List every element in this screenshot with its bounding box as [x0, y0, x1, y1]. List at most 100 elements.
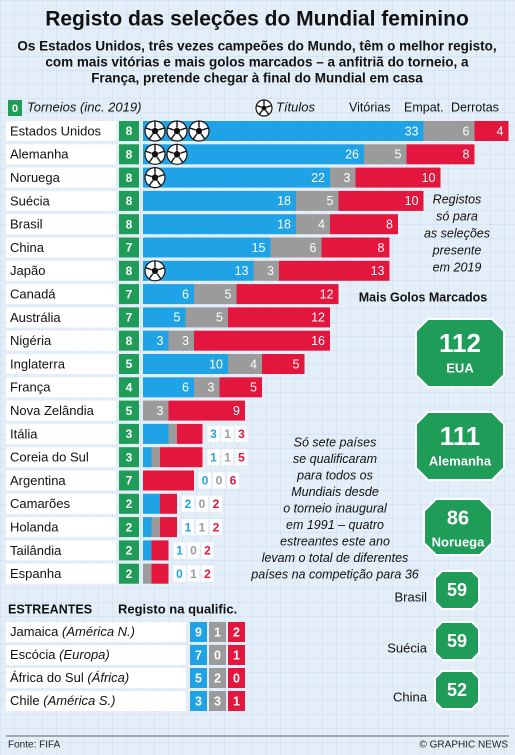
- bar-segment: [143, 214, 296, 235]
- value-label: 0: [176, 567, 183, 581]
- title-ball: [255, 99, 273, 117]
- debutant-label: África do Sul (África): [10, 670, 129, 685]
- bar-segment: [364, 144, 407, 165]
- record-value: 2: [233, 625, 240, 639]
- ball-seam: [202, 127, 209, 131]
- bar-segment: [151, 517, 160, 538]
- tournament-box: [119, 190, 139, 211]
- ball-seam: [266, 104, 272, 108]
- record-box: [190, 691, 207, 711]
- tournament-count: 7: [126, 287, 133, 301]
- value-label-box: [196, 519, 208, 536]
- record-box: [228, 622, 245, 642]
- bar-segment: [143, 144, 364, 165]
- value-label: 6: [182, 381, 189, 395]
- country-label: Espanha: [10, 566, 62, 581]
- bar-segment: [270, 237, 322, 258]
- ball-seam: [178, 133, 184, 140]
- country-label: Inglaterra: [10, 356, 66, 371]
- debutant-region: (África): [87, 670, 129, 685]
- record-value: 0: [233, 671, 240, 685]
- value-label: 6: [310, 241, 317, 255]
- record-box: [190, 622, 207, 642]
- legend-entry: Empat.: [404, 100, 444, 114]
- value-label: 4: [318, 217, 325, 231]
- ball-seam: [148, 156, 154, 163]
- ball-seam: [156, 133, 162, 140]
- title-ball: [144, 167, 166, 189]
- title-ball: [144, 260, 166, 282]
- tournament-box: [119, 330, 139, 351]
- ball-seam: [167, 127, 174, 131]
- tournament-box: [119, 540, 139, 561]
- title-ball: [144, 120, 166, 142]
- value-label: 1: [185, 520, 192, 534]
- ball-seam: [158, 267, 165, 271]
- ball-patch: [261, 105, 267, 111]
- tournament-count: 8: [126, 124, 133, 138]
- bar-segment: [194, 284, 237, 305]
- bar-segment: [236, 284, 339, 305]
- value-label: 8: [386, 217, 393, 231]
- tournament-count: 8: [126, 147, 133, 161]
- value-label: 4: [497, 124, 504, 138]
- bar-segment: [143, 190, 296, 211]
- country-label: Itália: [10, 426, 38, 441]
- value-label-box: [199, 472, 211, 489]
- bar-segment: [194, 330, 330, 351]
- country-box: [6, 377, 116, 398]
- ball-seam: [145, 150, 152, 154]
- value-label: 6: [230, 474, 237, 488]
- value-label-box: [196, 495, 208, 512]
- country-box: [6, 167, 116, 188]
- value-label: 10: [209, 357, 223, 371]
- note-line: levam o total de diferentes: [262, 551, 409, 565]
- debutant-box: [6, 691, 186, 711]
- tournament-box: [119, 493, 139, 514]
- bar-segment: [143, 563, 152, 584]
- tournament-box: [119, 167, 139, 188]
- country-label: Noruega: [10, 170, 61, 185]
- value-label: 22: [311, 171, 325, 185]
- value-label: 3: [210, 427, 217, 441]
- value-label: 13: [371, 264, 385, 278]
- value-label: 0: [190, 544, 197, 558]
- ball-seam: [170, 156, 176, 163]
- ball-patch: [151, 173, 159, 181]
- bar-segment: [194, 377, 220, 398]
- country-label: China: [10, 240, 45, 255]
- bar-segment: [143, 517, 152, 538]
- country-box: [6, 237, 116, 258]
- ball-seam: [148, 273, 154, 280]
- value-label-box: [173, 565, 186, 582]
- scorer-team: Noruega: [432, 534, 486, 549]
- value-label: 6: [463, 124, 470, 138]
- country-box: [6, 260, 116, 281]
- record-box: [209, 668, 226, 688]
- record-box: [228, 691, 245, 711]
- value-label-box: [207, 425, 220, 442]
- ball-patch: [151, 267, 159, 274]
- value-label: 0: [202, 474, 209, 488]
- bar-segment: [355, 167, 441, 188]
- value-label: 5: [225, 287, 232, 301]
- ball-patch: [173, 150, 181, 158]
- country-label: Brasil: [10, 217, 43, 232]
- ball-seam: [180, 150, 187, 154]
- value-label: 3: [182, 334, 189, 348]
- bar-segment: [160, 493, 177, 514]
- value-label-box: [182, 495, 194, 512]
- tournament-box: [119, 400, 139, 421]
- value-label: 2: [213, 520, 220, 534]
- tournament-box: [119, 121, 139, 141]
- country-box: [6, 400, 116, 421]
- country-label: Coreia do Sul: [10, 450, 89, 465]
- country-label: Nova Zelândia: [10, 403, 95, 418]
- tournament-box: [119, 284, 139, 305]
- ball-seam: [158, 150, 165, 154]
- bar-segment: [185, 307, 228, 328]
- value-label: 3: [267, 264, 274, 278]
- ball-seam: [158, 127, 165, 131]
- country-label: Argentina: [10, 473, 66, 488]
- country-label: Tailândia: [10, 543, 62, 558]
